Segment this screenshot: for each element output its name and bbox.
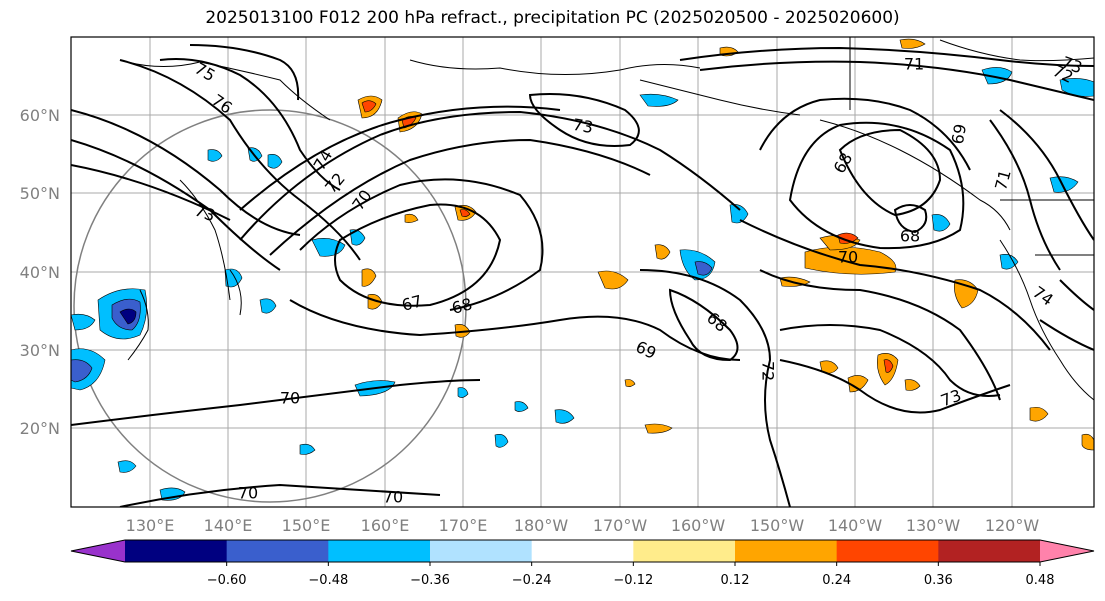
lon-tick-label: 150°W [750,516,805,535]
colorbar-tick-label: −0.60 [207,573,247,588]
lon-tick-label: 140°W [828,516,883,535]
lon-tick-label: 130°W [906,516,961,535]
colorbar-segment [938,540,1041,562]
contour-label: 70 [838,248,858,267]
lon-tick-label: 170°W [593,516,648,535]
colorbar-extend-high [1040,540,1094,562]
lon-tick-label: 180°W [514,516,569,535]
lon-tick-label: 120°W [985,516,1040,535]
colorbar-extend-low [71,540,125,562]
colorbar-segment [226,540,329,562]
contour-label: 68 [900,227,920,246]
colorbar-segment [633,540,736,562]
latitude-labels: 60°N 50°N 40°N 30°N 20°N [20,106,60,438]
contour-label: 71 [904,55,924,74]
lon-tick-label: 140°E [204,516,253,535]
colorbar-tick-label: 0.12 [721,573,750,588]
lat-tick-label: 20°N [20,419,60,438]
colorbar-tick-label: −0.48 [308,573,348,588]
contour-label: 71 [991,168,1015,193]
lat-tick-label: 40°N [20,263,60,282]
lon-tick-label: 160°W [671,516,726,535]
coastlines [119,37,1094,401]
colorbar-tick-label: 0.36 [924,573,953,588]
refractivity-contours [71,44,1094,507]
colorbar-tick-label: 0.48 [1026,573,1055,588]
lon-tick-label: 160°E [361,516,410,535]
contour-label: 67 [400,291,425,315]
lon-tick-label: 170°E [439,516,488,535]
contour-label: 70 [238,484,258,503]
lon-tick-label: 130°E [126,516,175,535]
colorbar-tick-label: −0.36 [410,573,450,588]
colorbar-outline [70,539,1095,563]
contour-label: 72 [759,361,778,381]
colorbar-segment [125,540,228,562]
longitude-labels: 130°E 140°E 150°E 160°E 170°E 180°W 170°W 160°W… [126,516,1040,535]
contour-label: 73 [571,115,594,137]
lat-tick-label: 50°N [20,184,60,203]
plot-frame [70,36,1095,508]
colorbar [70,539,1095,563]
colorbar-segment [531,540,634,562]
colorbar-tick-label: 0.24 [822,573,851,588]
colorbar-segment [328,540,431,562]
contour-label: 70 [383,488,403,507]
map-title: 2025013100 F012 200 hPa refract., precip… [205,8,900,28]
contour-label: 69 [948,122,970,145]
colorbar-tick-label: −0.12 [613,573,653,588]
contour-label: 68 [450,294,475,318]
colorbar-segment [430,540,533,562]
colorbar-segment [735,540,838,562]
colorbar-tick-labels: −0.60 −0.48 −0.36 −0.24 −0.12 0.12 0.24 0.36 0.4… [207,562,1055,588]
colorbar-segment [836,540,939,562]
contour-label: 70 [280,389,300,408]
lon-tick-label: 150°E [282,516,331,535]
lat-tick-label: 30°N [20,341,60,360]
lat-tick-label: 60°N [20,106,60,125]
colorbar-tick-label: −0.24 [512,573,552,588]
